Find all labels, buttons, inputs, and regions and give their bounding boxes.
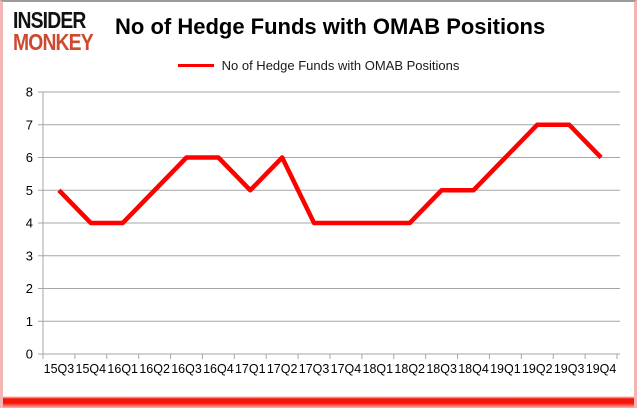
- y-tick-label: 8: [26, 85, 33, 100]
- x-tick-label: 16Q4: [203, 362, 234, 376]
- chart-legend: No of Hedge Funds with OMAB Positions: [3, 58, 634, 73]
- y-tick-label: 3: [26, 248, 33, 263]
- y-tick-label: 1: [26, 314, 33, 329]
- y-tick-label: 0: [26, 347, 33, 362]
- x-tick-label: 17Q1: [235, 362, 266, 376]
- legend-line-swatch: [177, 64, 214, 67]
- x-tick-label: 18Q2: [394, 362, 425, 376]
- y-tick-label: 7: [26, 117, 33, 132]
- x-tick-label: 19Q2: [522, 362, 553, 376]
- x-tick-label: 18Q3: [426, 362, 457, 376]
- x-tick-label: 19Q1: [490, 362, 521, 376]
- bottom-red-bar: [3, 395, 634, 408]
- series-line: [57, 122, 603, 226]
- logo-line-insider: INSIDER: [13, 7, 86, 33]
- y-tick-label: 6: [26, 150, 33, 165]
- x-tick-label: 18Q4: [458, 362, 489, 376]
- y-tick-label: 2: [26, 281, 33, 296]
- x-tick-label: 19Q4: [586, 362, 617, 376]
- logo-line-monkey: MONKEY: [13, 28, 94, 55]
- x-tick-label: 19Q3: [554, 362, 585, 376]
- chart-title: No of Hedge Funds with OMAB Positions: [115, 14, 546, 39]
- x-tick-label: 16Q1: [107, 362, 138, 376]
- x-tick-label: 17Q2: [267, 362, 298, 376]
- legend-label: No of Hedge Funds with OMAB Positions: [221, 58, 460, 73]
- x-tick-label: 17Q3: [299, 362, 330, 376]
- y-tick-label: 5: [26, 183, 33, 198]
- x-tick-label: 15Q4: [76, 362, 107, 376]
- y-tick-label: 4: [26, 216, 33, 231]
- x-tick-label: 18Q1: [363, 362, 394, 376]
- insider-monkey-logo: INSIDER MONKEY: [13, 7, 94, 55]
- x-tick-label: 15Q3: [44, 362, 75, 376]
- x-tick-label: 16Q2: [139, 362, 170, 376]
- x-tick-label: 17Q4: [331, 362, 362, 376]
- x-tick-label: 16Q3: [171, 362, 202, 376]
